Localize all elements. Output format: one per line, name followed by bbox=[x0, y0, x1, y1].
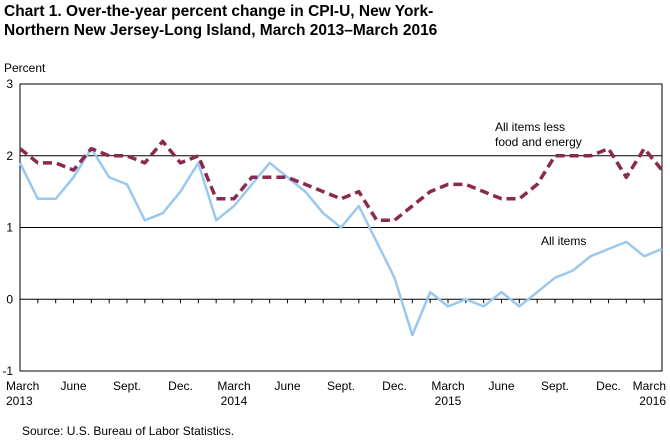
y-tick-label: 3 bbox=[6, 77, 13, 91]
x-tick-label: March bbox=[431, 379, 464, 393]
series-line-all-items bbox=[18, 147, 663, 337]
series-lines bbox=[18, 139, 664, 337]
x-tick-year-label: 2013 bbox=[6, 394, 33, 408]
x-tick-label: Dec. bbox=[168, 379, 193, 393]
series-annotation: All items bbox=[541, 234, 586, 248]
x-tick-label: March bbox=[217, 379, 250, 393]
x-tick-label: Dec. bbox=[382, 379, 407, 393]
y-tick-label: -1 bbox=[2, 364, 13, 378]
x-tick-year-label: 2015 bbox=[435, 394, 462, 408]
x-tick-label: June bbox=[274, 379, 300, 393]
x-tick-label: Sept. bbox=[541, 379, 569, 393]
series-annotation-line2: food and energy bbox=[495, 135, 582, 149]
chart-title: Chart 1. Over-the-year percent change in… bbox=[4, 2, 437, 40]
x-tick-label: June bbox=[60, 379, 86, 393]
y-tick-label: 1 bbox=[6, 221, 13, 235]
x-tick-label: March bbox=[6, 379, 39, 393]
chart-title-line2: Northern New Jersey-Long Island, March 2… bbox=[4, 22, 438, 39]
y-axis-ticks: -1 0 1 2 3 bbox=[2, 77, 13, 378]
x-tick-label: Sept. bbox=[113, 379, 141, 393]
x-tick-year-label: 2014 bbox=[221, 394, 248, 408]
y-tick-label: 2 bbox=[6, 149, 13, 163]
source-note: Source: U.S. Bureau of Labor Statistics. bbox=[22, 424, 235, 438]
x-tick-label: Dec. bbox=[596, 379, 621, 393]
x-tick-label: June bbox=[488, 379, 514, 393]
x-tick-year-label: 2016 bbox=[639, 394, 666, 408]
x-tick-label: Sept. bbox=[327, 379, 355, 393]
y-axis-label: Percent bbox=[4, 61, 46, 75]
y-tick-label: 0 bbox=[6, 292, 13, 306]
chart-title-line1: Chart 1. Over-the-year percent change in… bbox=[4, 3, 434, 20]
series-annotation: All items less bbox=[495, 120, 565, 134]
x-tick-label: March bbox=[633, 379, 666, 393]
